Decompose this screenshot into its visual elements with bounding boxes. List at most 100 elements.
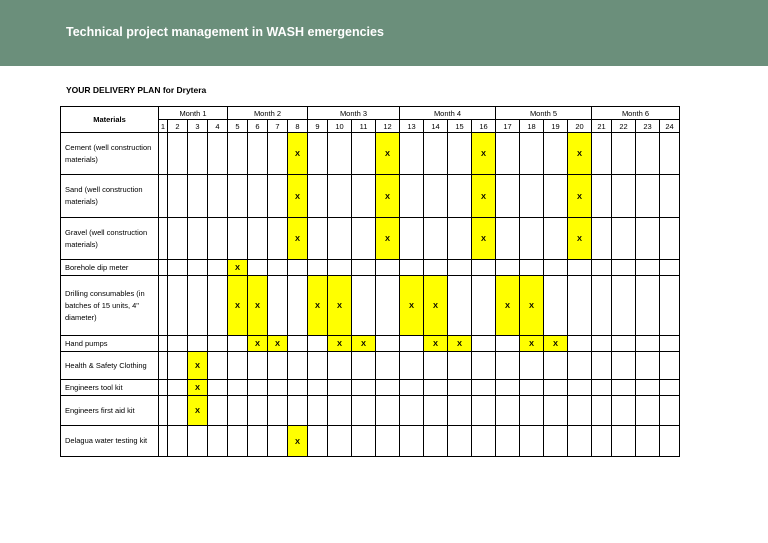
empty-cell [167,425,188,457]
empty-cell [471,335,496,352]
empty-cell [659,275,680,336]
week-header: 12 [375,119,400,133]
empty-cell [327,217,352,260]
week-header: 21 [591,119,612,133]
empty-cell [423,351,448,380]
empty-cell [207,335,228,352]
empty-cell [158,275,168,336]
empty-cell [543,217,568,260]
delivery-mark: X [287,132,308,175]
empty-cell [447,379,472,396]
empty-cell [187,335,208,352]
empty-cell [659,351,680,380]
empty-cell [267,351,288,380]
empty-cell [227,395,248,426]
week-header: 11 [351,119,376,133]
empty-cell [635,335,660,352]
empty-cell [659,259,680,276]
empty-cell [495,259,520,276]
empty-cell [659,335,680,352]
empty-cell [611,425,636,457]
empty-cell [591,275,612,336]
week-header: 23 [635,119,660,133]
empty-cell [447,132,472,175]
empty-cell [543,425,568,457]
table-row: Hand pumps X X X X X X X X [60,335,680,352]
empty-cell [247,132,268,175]
empty-cell [591,379,612,396]
page-title: Technical project management in WASH eme… [66,25,384,39]
empty-cell [307,335,328,352]
delivery-mark: X [287,217,308,260]
empty-cell [447,174,472,218]
empty-cell [207,174,228,218]
week-header: 9 [307,119,328,133]
delivery-mark: X [399,275,424,336]
empty-cell [327,395,352,426]
week-header: 17 [495,119,520,133]
empty-cell [227,217,248,260]
material-label: Delagua water testing kit [60,425,159,457]
empty-cell [167,335,188,352]
empty-cell [375,335,400,352]
empty-cell [611,395,636,426]
empty-cell [158,174,168,218]
week-header: 7 [267,119,288,133]
empty-cell [327,174,352,218]
empty-cell [495,217,520,260]
empty-cell [158,379,168,396]
empty-cell [327,351,352,380]
delivery-mark: X [187,379,208,396]
empty-cell [247,425,268,457]
month-header: Month 1 [158,106,228,120]
empty-cell [611,275,636,336]
materials-column-header: Materials [60,106,159,133]
empty-cell [543,174,568,218]
empty-cell [495,174,520,218]
week-header: 18 [519,119,544,133]
empty-cell [158,132,168,175]
empty-cell [399,395,424,426]
empty-cell [351,425,376,457]
delivery-mark: X [375,217,400,260]
empty-cell [399,259,424,276]
table-row: Engineers tool kit X [60,379,680,396]
empty-cell [519,351,544,380]
material-label: Cement (well construction materials) [60,132,159,175]
week-header: 16 [471,119,496,133]
empty-cell [447,275,472,336]
empty-cell [591,335,612,352]
empty-cell [519,259,544,276]
week-header: 14 [423,119,448,133]
empty-cell [375,395,400,426]
delivery-mark: X [519,335,544,352]
empty-cell [167,132,188,175]
week-header: 22 [611,119,636,133]
delivery-mark: X [375,132,400,175]
empty-cell [635,259,660,276]
table-row: Gravel (well construction materials) X X X X [60,217,680,260]
empty-cell [327,259,352,276]
empty-cell [287,275,308,336]
empty-cell [591,395,612,426]
delivery-mark: X [495,275,520,336]
week-header: 10 [327,119,352,133]
empty-cell [375,259,400,276]
week-header: 19 [543,119,568,133]
empty-cell [659,174,680,218]
empty-cell [351,132,376,175]
empty-cell [495,351,520,380]
empty-cell [543,351,568,380]
delivery-mark: X [227,259,248,276]
empty-cell [207,275,228,336]
delivery-mark: X [471,132,496,175]
empty-cell [227,425,248,457]
month-header: Month 2 [227,106,308,120]
table-row: Drilling consumables (in batches of 15 u… [60,275,680,336]
empty-cell [167,217,188,260]
delivery-mark: X [247,335,268,352]
empty-cell [591,351,612,380]
empty-cell [423,259,448,276]
empty-cell [247,379,268,396]
empty-cell [187,132,208,175]
